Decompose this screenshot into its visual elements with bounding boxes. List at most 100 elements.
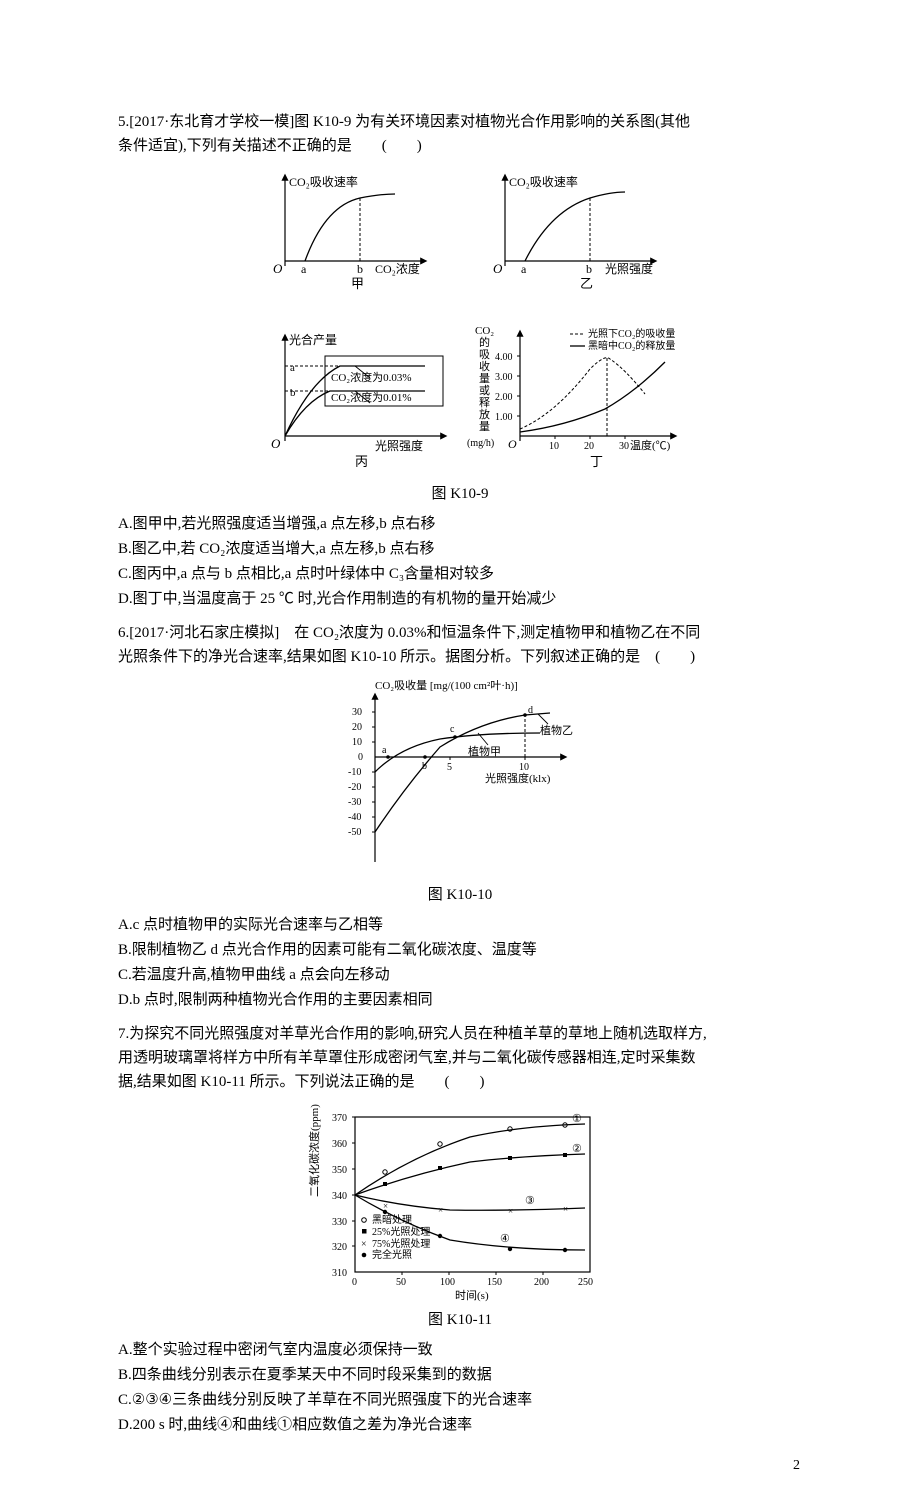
svg-text:黑暗处理: 黑暗处理 <box>372 1213 412 1226</box>
q7-optA: A.整个实验过程中密闭气室内温度必须保持一致 <box>118 1338 802 1362</box>
svg-text:310: 310 <box>332 1268 347 1279</box>
svg-text:×: × <box>361 1239 367 1250</box>
yi-b: b <box>586 262 592 276</box>
svg-text:①: ① <box>572 1113 582 1125</box>
bing-ylab: 光合产量 <box>289 332 337 347</box>
svg-text:4.00: 4.00 <box>495 352 513 363</box>
svg-text:10: 10 <box>519 762 529 773</box>
q5-intro: 5.[2017·东北育才学校一模]图 K10-9 为有关环境因素对植物光合作用影… <box>118 110 802 158</box>
svg-text:量: 量 <box>479 372 490 385</box>
page-number: 2 <box>793 1455 800 1477</box>
svg-text:光照下CO₂的吸收量: 光照下CO₂的吸收量 <box>588 327 675 340</box>
q6-optD: D.b 点时,限制两种植物光合作用的主要因素相同 <box>118 988 802 1012</box>
q5-optD: D.图丁中,当温度高于 25 ℃ 时,光合作用制造的有机物的量开始减少 <box>118 587 802 611</box>
svg-text:20: 20 <box>584 441 594 452</box>
svg-text:吸: 吸 <box>479 349 490 361</box>
svg-text:量: 量 <box>479 420 490 433</box>
svg-text:×: × <box>508 1206 513 1216</box>
q5-optC: C.图丙中,a 点与 b 点相比,a 点时叶绿体中 C₃含量相对较多 <box>118 562 802 586</box>
q6-optC: C.若温度升高,植物甲曲线 a 点会向左移动 <box>118 963 802 987</box>
svg-text:30: 30 <box>352 707 362 718</box>
svg-text:25%光照处理: 25%光照处理 <box>372 1225 430 1238</box>
svg-text:或: 或 <box>479 384 490 397</box>
svg-text:×: × <box>383 1201 388 1211</box>
svg-text:O: O <box>493 261 503 276</box>
q5-intro-line1: 5.[2017·东北育才学校一模]图 K10-9 为有关环境因素对植物光合作用影… <box>118 110 802 134</box>
q7-intro: 7.为探究不同光照强度对羊草光合作用的影响,研究人员在种植羊草的草地上随机选取样… <box>118 1022 802 1094</box>
svg-text:200: 200 <box>534 1277 549 1288</box>
svg-text:丁: 丁 <box>590 454 603 469</box>
svg-text:150: 150 <box>487 1277 502 1288</box>
svg-text:CO₂吸收量 [mg/(100 cm²叶·h)]: CO₂吸收量 [mg/(100 cm²叶·h)] <box>375 678 518 692</box>
q5-optB: B.图乙中,若 CO₂浓度适当增大,a 点左移,b 点右移 <box>118 537 802 561</box>
q7-optC: C.②③④三条曲线分别反映了羊草在不同光照强度下的光合速率 <box>118 1388 802 1412</box>
svg-text:30: 30 <box>619 441 629 452</box>
svg-text:CO₂: CO₂ <box>475 325 494 337</box>
svg-text:植物乙: 植物乙 <box>540 723 573 737</box>
svg-text:75%光照处理: 75%光照处理 <box>372 1237 430 1250</box>
q5-options: A.图甲中,若光照强度适当增强,a 点左移,b 点右移 B.图乙中,若 CO₂浓… <box>118 512 802 611</box>
bing-b: b <box>290 387 296 399</box>
bing-a: a <box>290 362 295 374</box>
svg-text:10: 10 <box>549 441 559 452</box>
svg-text:100: 100 <box>440 1277 455 1288</box>
svg-text:0: 0 <box>358 752 363 763</box>
svg-text:10: 10 <box>352 737 362 748</box>
jia-a: a <box>301 262 307 276</box>
svg-text:④: ④ <box>500 1233 510 1245</box>
svg-text:1.00: 1.00 <box>495 412 513 423</box>
jia-ylab: CO₂吸收速率 <box>289 174 358 189</box>
figure-k10-11: 二氧化碳浓度(ppm) 370 360 350 340 330 320 310 … <box>118 1102 802 1302</box>
svg-text:340: 340 <box>332 1191 347 1202</box>
svg-text:250: 250 <box>578 1277 593 1288</box>
yi-a: a <box>521 262 527 276</box>
svg-text:5: 5 <box>447 762 452 773</box>
svg-text:3.00: 3.00 <box>495 372 513 383</box>
q6-options: A.c 点时植物甲的实际光合速率与乙相等 B.限制植物乙 d 点光合作用的因素可… <box>118 913 802 1012</box>
q7-options: A.整个实验过程中密闭气室内温度必须保持一致 B.四条曲线分别表示在夏季某天中不… <box>118 1338 802 1437</box>
svg-text:O: O <box>271 436 281 451</box>
svg-text:植物甲: 植物甲 <box>468 744 501 758</box>
q7-intro-line2: 用透明玻璃罩将样方中所有羊草罩住形成密闭气室,并与二氧化碳传感器相连,定时采集数 <box>118 1046 802 1070</box>
svg-text:×: × <box>563 1204 568 1214</box>
svg-text:-20: -20 <box>348 782 361 793</box>
jia-b: b <box>357 262 363 276</box>
jia-sub: 甲 <box>351 276 364 291</box>
svg-text:光照强度(klx): 光照强度(klx) <box>485 771 551 785</box>
svg-text:-50: -50 <box>348 827 361 838</box>
bing-xlab: 光照强度 <box>375 438 423 453</box>
q5-intro-line2: 条件适宜),下列有关描述不正确的是 ( ) <box>118 134 802 158</box>
q6-intro-line1: 6.[2017·河北石家庄模拟] 在 CO₂浓度为 0.03%和恒温条件下,测定… <box>118 621 802 645</box>
svg-text:-40: -40 <box>348 812 361 823</box>
q6-intro-line2: 光照条件下的净光合速率,结果如图 K10-10 所示。据图分析。下列叙述正确的是… <box>118 645 802 669</box>
q6-intro: 6.[2017·河北石家庄模拟] 在 CO₂浓度为 0.03%和恒温条件下,测定… <box>118 621 802 669</box>
svg-text:350: 350 <box>332 1165 347 1176</box>
yi-xlab: 光照强度 <box>605 261 653 276</box>
bing-line1: CO₂浓度为0.03% <box>331 370 412 384</box>
svg-text:(mg/h): (mg/h) <box>467 438 494 449</box>
q6-caption: 图 K10-10 <box>118 883 802 907</box>
svg-text:时间(s): 时间(s) <box>455 1289 489 1302</box>
figure-k10-9: CO₂吸收速率 a b CO₂浓度 O 甲 CO₂吸收速率 a b 光照强度 O… <box>118 166 802 476</box>
jia-xlab: CO₂浓度 <box>375 261 420 276</box>
svg-text:黑暗中CO₂的释放量: 黑暗中CO₂的释放量 <box>588 339 675 352</box>
svg-text:320: 320 <box>332 1242 347 1253</box>
svg-text:③: ③ <box>525 1195 535 1207</box>
q6-optA: A.c 点时植物甲的实际光合速率与乙相等 <box>118 913 802 937</box>
svg-text:收: 收 <box>479 359 490 373</box>
q5-caption: 图 K10-9 <box>118 482 802 506</box>
svg-text:0: 0 <box>352 1277 357 1288</box>
yi-sub: 乙 <box>580 276 593 291</box>
bing-sub: 丙 <box>355 454 368 469</box>
figure-k10-10: CO₂吸收量 [mg/(100 cm²叶·h)] 30 20 10 0 -10 … <box>118 677 802 877</box>
q7-intro-line1: 7.为探究不同光照强度对羊草光合作用的影响,研究人员在种植羊草的草地上随机选取样… <box>118 1022 802 1046</box>
q7-optD: D.200 s 时,曲线④和曲线①相应数值之差为净光合速率 <box>118 1413 802 1437</box>
svg-text:释: 释 <box>479 396 490 409</box>
svg-text:-30: -30 <box>348 797 361 808</box>
bing-line2: CO₂浓度为0.01% <box>331 390 412 404</box>
svg-text:360: 360 <box>332 1139 347 1150</box>
svg-text:50: 50 <box>396 1277 406 1288</box>
q7-optB: B.四条曲线分别表示在夏季某天中不同时段采集到的数据 <box>118 1363 802 1387</box>
svg-text:×: × <box>438 1205 443 1215</box>
svg-text:②: ② <box>572 1143 582 1155</box>
